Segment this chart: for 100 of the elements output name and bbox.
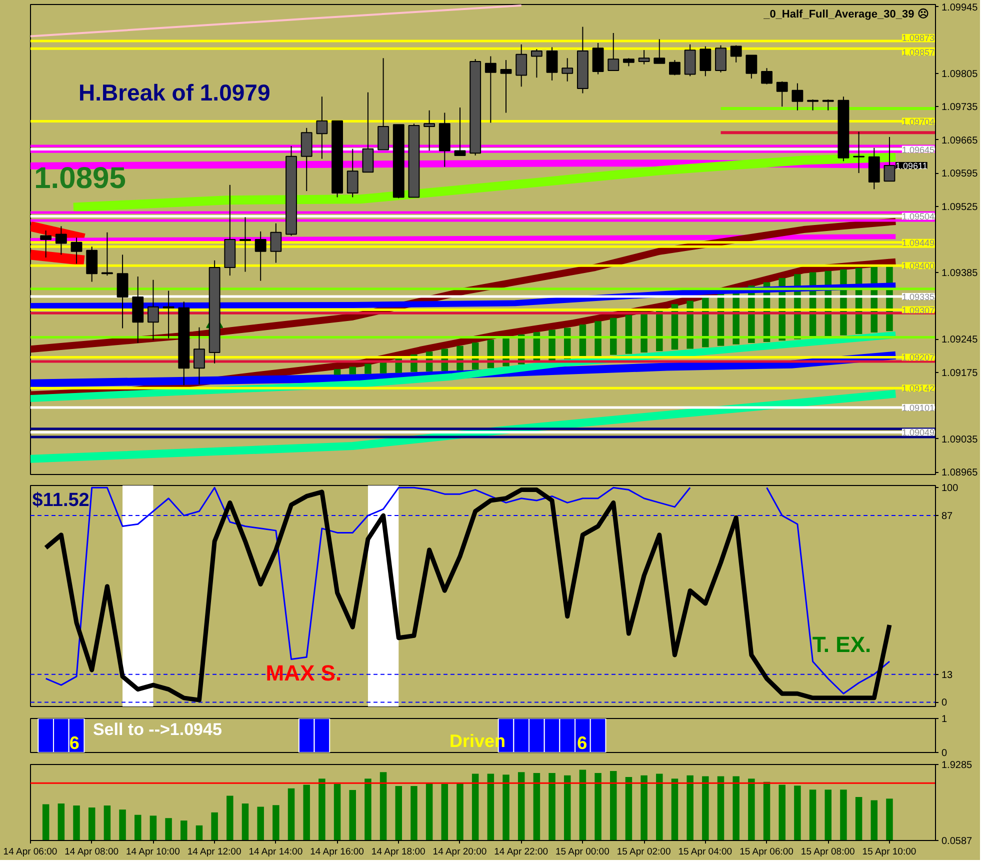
candlestick (454, 107, 466, 156)
candlestick (500, 60, 512, 114)
x-tick-label: 15 Apr 10:00 (862, 846, 916, 858)
annotation: 6 (69, 732, 80, 753)
candlestick (55, 226, 67, 256)
y-tick-label: 1.09035 (942, 434, 978, 446)
candlestick (546, 46, 558, 81)
candlestick (608, 32, 620, 71)
annotation: Sell to -->1.0945 (92, 720, 222, 739)
ref-line-label: 1.09307 (902, 305, 935, 316)
y-tick-label: 1.08965 (942, 468, 978, 479)
y-tick-label: 1.09595 (942, 168, 978, 180)
candlestick (761, 68, 772, 85)
candlestick (240, 216, 251, 272)
y-tick-label: 1.09735 (942, 102, 978, 114)
ref-line-label: 1.09645 (902, 144, 935, 155)
candlestick (730, 44, 742, 63)
ref-line-label: 1.09449 (902, 238, 935, 248)
candlestick (792, 82, 804, 111)
bar (334, 369, 341, 375)
candlestick (638, 50, 650, 65)
candlestick (362, 92, 374, 173)
bar (610, 318, 617, 355)
y-tick-label: 1.09525 (942, 202, 978, 213)
x-tick-label: 14 Apr 14:00 (248, 846, 303, 858)
candlestick (316, 96, 328, 160)
ref-line-label: 1.09873 (902, 33, 935, 44)
candlestick (715, 44, 726, 73)
candlestick (162, 290, 174, 339)
ref-line-label: 1.09857 (902, 48, 935, 58)
y-tick-label: 1.09245 (942, 334, 978, 346)
candlestick (147, 279, 159, 341)
y-tick-label: 1.09385 (942, 268, 978, 280)
candlestick (562, 58, 574, 82)
bar (349, 366, 356, 374)
x-tick-label: 14 Apr 10:00 (126, 846, 180, 858)
candlestick (70, 237, 82, 264)
y-tick-label: 87 (942, 511, 954, 522)
y-tick-label: 1 (942, 714, 948, 725)
annotation: _0_Half_Full_Average_30_39 ☹ (762, 7, 928, 20)
candlestick (807, 98, 819, 111)
candlestick (822, 98, 834, 111)
x-tick-label: 15 Apr 00:00 (556, 846, 610, 858)
candlestick (378, 58, 390, 150)
ref-line-label: 1.09142 (902, 384, 935, 394)
x-tick-label: 14 Apr 18:00 (371, 846, 426, 858)
ref-line-label: 1.09049 (902, 428, 935, 438)
x-tick-label: 14 Apr 06:00 (3, 846, 58, 858)
annotation: T. EX. (812, 632, 872, 658)
candlestick (776, 80, 788, 108)
y-tick-label: 0 (942, 748, 948, 759)
candlestick (116, 254, 128, 329)
x-tick-label: 15 Apr 02:00 (616, 846, 671, 858)
bar (364, 364, 372, 374)
annotation: MAX S. (266, 660, 342, 686)
candlestick (86, 246, 98, 282)
candlestick (101, 232, 113, 276)
ref-line-label: 1.09101 (902, 403, 935, 414)
annotation: 1.09611 (895, 160, 928, 171)
candlestick (669, 60, 680, 76)
annotation: H.Break of 1.0979 (78, 79, 270, 106)
annotation: 1.0895 (34, 162, 126, 195)
y-tick-label: 0 (942, 698, 948, 709)
candlestick (254, 230, 266, 282)
y-tick-label: 0.0587 (942, 836, 973, 847)
candlestick (484, 56, 496, 124)
candlestick (300, 127, 312, 192)
annotation: $11.52 (32, 490, 90, 512)
y-tick-label: 100 (942, 483, 959, 494)
candlestick (746, 54, 758, 80)
ref-line-label: 1.09400 (902, 261, 935, 272)
y-tick-label: 1.09945 (942, 2, 978, 14)
x-tick-label: 14 Apr 12:00 (187, 846, 242, 858)
ref-line-label: 1.09704 (902, 116, 935, 127)
candlestick (194, 326, 205, 385)
y-tick-label: 1.09175 (942, 368, 978, 379)
ref-line-label: 1.09504 (902, 212, 935, 222)
x-tick-label: 15 Apr 08:00 (800, 846, 855, 858)
candlestick (700, 46, 712, 77)
candlestick (853, 131, 865, 174)
candlestick (424, 110, 436, 152)
candlestick (530, 48, 542, 78)
bar (625, 314, 632, 354)
bar (594, 321, 602, 356)
y-tick-label: 1.09665 (942, 135, 978, 146)
candlestick (592, 42, 604, 75)
y-tick-label: 13 (942, 670, 954, 681)
candlestick (346, 148, 358, 198)
annotation: 6 (577, 732, 588, 753)
ref-line-label: 1.09207 (902, 352, 935, 363)
x-tick-label: 15 Apr 04:00 (678, 846, 732, 858)
x-tick-label: 14 Apr 22:00 (494, 846, 548, 858)
ref-line-label: 1.09335 (902, 292, 935, 302)
x-tick-label: 14 Apr 20:00 (432, 846, 487, 858)
x-tick-label: 14 Apr 08:00 (64, 846, 119, 858)
x-tick-label: 15 Apr 06:00 (740, 846, 794, 858)
candlestick (516, 44, 528, 88)
candlestick (40, 230, 52, 258)
candlestick (654, 38, 666, 64)
y-tick-label: 1.9285 (942, 760, 973, 771)
